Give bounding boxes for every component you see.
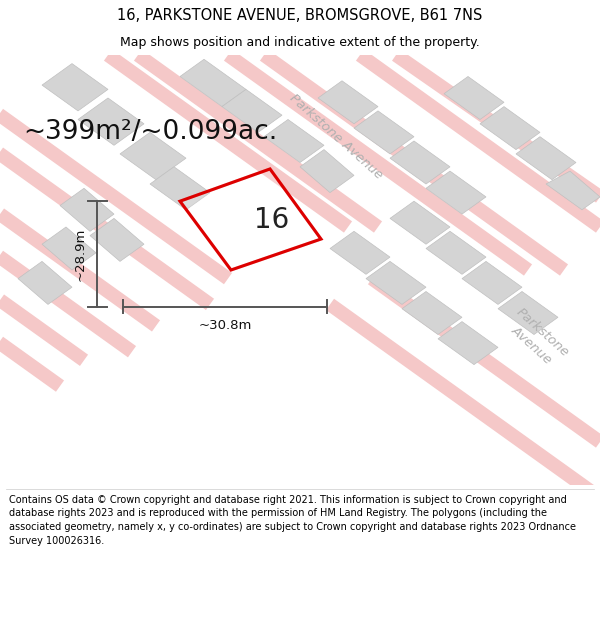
Polygon shape	[354, 111, 414, 154]
Polygon shape	[516, 137, 576, 180]
Polygon shape	[390, 201, 450, 244]
Text: 16: 16	[254, 206, 289, 234]
Polygon shape	[444, 76, 504, 119]
Polygon shape	[78, 98, 144, 145]
Text: ~28.9m: ~28.9m	[73, 227, 86, 281]
Polygon shape	[480, 107, 540, 149]
Polygon shape	[426, 171, 486, 214]
Polygon shape	[390, 141, 450, 184]
Polygon shape	[426, 231, 486, 274]
Polygon shape	[300, 149, 354, 192]
Polygon shape	[90, 218, 144, 261]
Polygon shape	[180, 59, 246, 107]
Polygon shape	[498, 291, 558, 334]
Polygon shape	[120, 132, 186, 180]
Polygon shape	[546, 171, 600, 210]
Text: ~399m²/~0.099ac.: ~399m²/~0.099ac.	[23, 119, 277, 146]
Polygon shape	[366, 261, 426, 304]
Polygon shape	[150, 167, 210, 210]
Text: Contains OS data © Crown copyright and database right 2021. This information is : Contains OS data © Crown copyright and d…	[9, 495, 576, 546]
Polygon shape	[402, 291, 462, 334]
Text: 16, PARKSTONE AVENUE, BROMSGROVE, B61 7NS: 16, PARKSTONE AVENUE, BROMSGROVE, B61 7N…	[118, 8, 482, 23]
Text: Parkstone Avenue: Parkstone Avenue	[287, 92, 385, 182]
Polygon shape	[330, 231, 390, 274]
Polygon shape	[180, 169, 321, 270]
Polygon shape	[264, 119, 324, 162]
Polygon shape	[42, 64, 108, 111]
Text: ~30.8m: ~30.8m	[199, 319, 251, 332]
Polygon shape	[42, 227, 96, 270]
Polygon shape	[462, 261, 522, 304]
Text: Parkstone
Avenue: Parkstone Avenue	[502, 306, 572, 372]
Polygon shape	[318, 81, 378, 124]
Polygon shape	[222, 89, 282, 132]
Text: Map shows position and indicative extent of the property.: Map shows position and indicative extent…	[120, 36, 480, 49]
Polygon shape	[60, 188, 114, 231]
Polygon shape	[438, 322, 498, 364]
Polygon shape	[18, 261, 72, 304]
